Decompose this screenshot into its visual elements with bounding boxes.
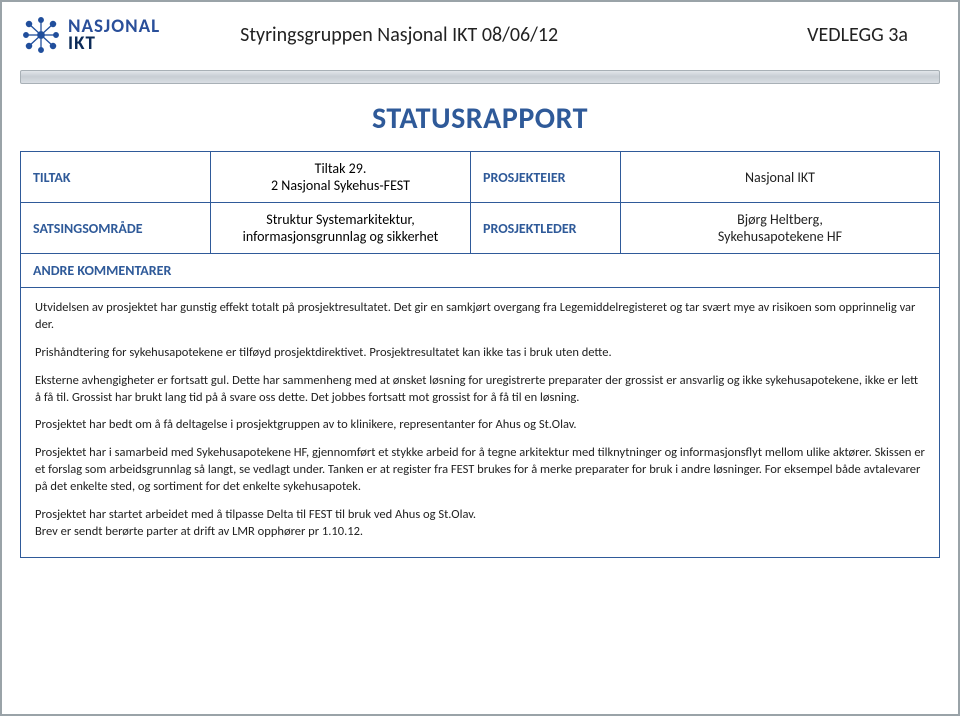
comment-p4: Prosjektet har bedt om å få deltagelse i… xyxy=(35,417,925,434)
tiltak-value: Tiltak 29. 2 Nasjonal Sykehus-FEST xyxy=(211,152,471,203)
page-header: NASJONAL IKT Styringsgruppen Nasjonal IK… xyxy=(2,2,958,62)
meta-row-tiltak: TILTAK Tiltak 29. 2 Nasjonal Sykehus-FES… xyxy=(21,152,940,203)
prosjekteier-label: PROSJEKTEIER xyxy=(471,152,621,203)
comment-p6: Prosjektet har startet arbeidet med å ti… xyxy=(35,507,925,541)
comment-p6b: Brev er sendt berørte parter at drift av… xyxy=(35,524,363,539)
logo-text-line2: IKT xyxy=(68,35,160,52)
comment-p1: Utvidelsen av prosjektet har gunstig eff… xyxy=(35,300,925,334)
logo-mark-icon xyxy=(22,16,60,54)
comments-cell: Utvidelsen av prosjektet har gunstig eff… xyxy=(20,288,940,558)
comment-p6a: Prosjektet har startet arbeidet med å ti… xyxy=(35,507,476,522)
satsingsomrade-value: Struktur Systemarkitektur, informasjonsg… xyxy=(211,203,471,254)
prosjektleder-value: Bjørg Heltberg, Sykehusapotekene HF xyxy=(621,203,940,254)
prosjektleder-value-2: Sykehusapotekene HF xyxy=(633,228,927,245)
divider-bar xyxy=(20,70,940,84)
report-title: STATUSRAPPORT xyxy=(2,94,958,151)
header-attachment: VEDLEGG 3a xyxy=(807,23,938,47)
comment-p2: Prishåndtering for sykehusapotekene er t… xyxy=(35,345,925,362)
tiltak-label: TILTAK xyxy=(21,152,211,203)
meta-row-andre: ANDRE KOMMENTARER xyxy=(21,254,940,288)
satsingsomrade-label: SATSINGSOMRÅDE xyxy=(21,203,211,254)
comment-p3: Eksterne avhengigheter er fortsatt gul. … xyxy=(35,373,925,407)
satsingsomrade-value-1: Struktur Systemarkitektur, xyxy=(223,211,458,228)
prosjektleder-value-1: Bjørg Heltberg, xyxy=(633,211,927,228)
prosjekteier-value: Nasjonal IKT xyxy=(621,152,940,203)
logo: NASJONAL IKT xyxy=(22,16,160,54)
page: NASJONAL IKT Styringsgruppen Nasjonal IK… xyxy=(0,0,960,716)
meta-row-satsing: SATSINGSOMRÅDE Struktur Systemarkitektur… xyxy=(21,203,940,254)
meta-table: TILTAK Tiltak 29. 2 Nasjonal Sykehus-FES… xyxy=(20,151,940,288)
header-title: Styringsgruppen Nasjonal IKT 08/06/12 xyxy=(180,23,787,47)
tiltak-value-1: Tiltak 29. xyxy=(223,160,458,177)
tiltak-value-2: 2 Nasjonal Sykehus-FEST xyxy=(223,177,458,194)
satsingsomrade-value-2: informasjonsgrunnlag og sikkerhet xyxy=(223,228,458,245)
comment-p5: Prosjektet har i samarbeid med Sykehusap… xyxy=(35,445,925,496)
prosjektleder-label: PROSJEKTLEDER xyxy=(471,203,621,254)
logo-text: NASJONAL IKT xyxy=(68,18,160,52)
andre-kommentarer-label: ANDRE KOMMENTARER xyxy=(21,254,940,288)
